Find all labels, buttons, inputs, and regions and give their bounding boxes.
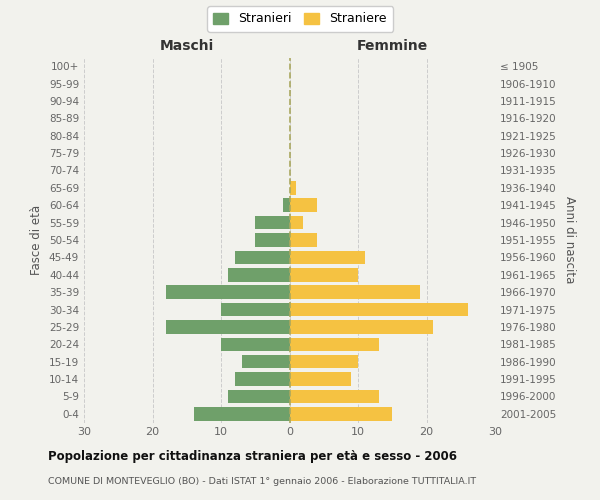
Bar <box>235 250 290 264</box>
Bar <box>242 355 290 368</box>
Text: Femmine: Femmine <box>356 38 428 52</box>
Bar <box>290 302 467 316</box>
Bar <box>290 181 296 194</box>
Bar <box>290 268 358 281</box>
Y-axis label: Fasce di età: Fasce di età <box>31 205 43 275</box>
Bar <box>221 338 290 351</box>
Bar <box>290 286 419 299</box>
Bar <box>290 198 317 212</box>
Bar <box>194 407 290 420</box>
Bar <box>290 216 303 230</box>
Bar <box>283 198 290 212</box>
Bar <box>290 355 358 368</box>
Bar <box>255 233 290 247</box>
Text: Popolazione per cittadinanza straniera per età e sesso - 2006: Popolazione per cittadinanza straniera p… <box>48 450 457 463</box>
Bar <box>290 338 379 351</box>
Bar <box>290 250 365 264</box>
Bar <box>255 216 290 230</box>
Bar <box>221 302 290 316</box>
Y-axis label: Anni di nascita: Anni di nascita <box>563 196 576 284</box>
Bar <box>290 390 379 403</box>
Bar <box>290 407 392 420</box>
Bar <box>235 372 290 386</box>
Bar <box>290 372 351 386</box>
Bar <box>228 268 290 281</box>
Text: COMUNE DI MONTEVEGLIO (BO) - Dati ISTAT 1° gennaio 2006 - Elaborazione TUTTITALI: COMUNE DI MONTEVEGLIO (BO) - Dati ISTAT … <box>48 476 476 486</box>
Bar <box>166 286 290 299</box>
Text: Maschi: Maschi <box>160 38 214 52</box>
Bar <box>228 390 290 403</box>
Bar <box>290 320 433 334</box>
Bar <box>166 320 290 334</box>
Legend: Stranieri, Straniere: Stranieri, Straniere <box>207 6 393 32</box>
Bar <box>290 233 317 247</box>
